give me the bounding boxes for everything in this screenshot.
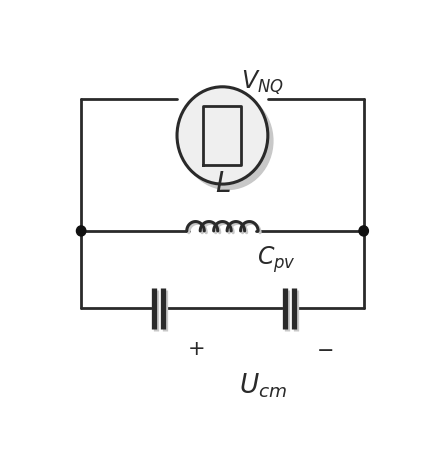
Text: $-$: $-$ — [316, 340, 334, 359]
Text: $L$: $L$ — [214, 171, 230, 197]
Text: $C_{pv}$: $C_{pv}$ — [257, 244, 296, 275]
Text: $U_{cm}$: $U_{cm}$ — [239, 372, 287, 400]
Circle shape — [359, 226, 368, 236]
Circle shape — [177, 87, 268, 184]
Circle shape — [182, 92, 273, 190]
Text: $V_{NQ}$: $V_{NQ}$ — [241, 69, 284, 97]
Circle shape — [76, 226, 86, 236]
Text: $+$: $+$ — [187, 340, 204, 359]
